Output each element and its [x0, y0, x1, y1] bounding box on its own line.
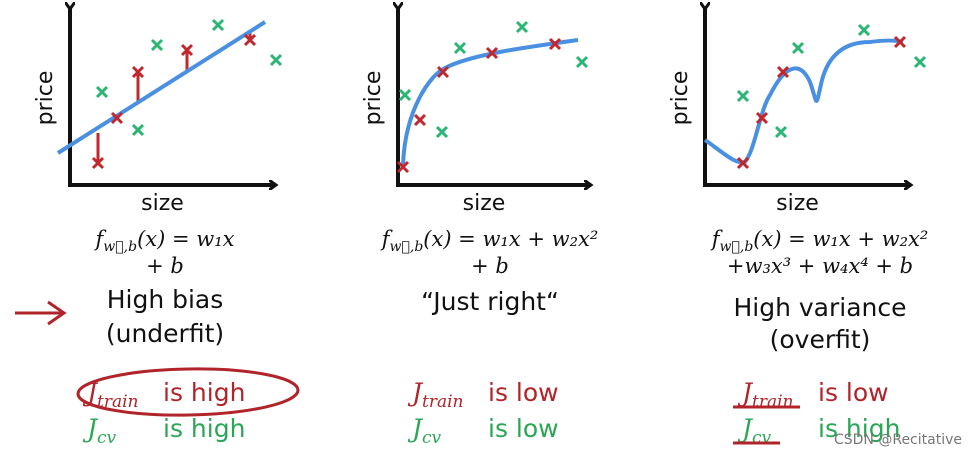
y-axis-label: price [33, 71, 58, 126]
cross-marker [791, 41, 805, 55]
watermark: CSDN @Recitative [834, 432, 962, 448]
highlight-ellipse [76, 367, 300, 417]
fit-curve [401, 38, 579, 166]
axes [70, 8, 275, 185]
pointer-arrow [15, 300, 67, 326]
formula-rest: +w₃x³ + w₄x⁴ + b [727, 254, 913, 278]
j-symbol: J [737, 378, 754, 407]
j-verdict: is high [163, 378, 245, 407]
cross-marker [774, 125, 788, 139]
axes [398, 8, 590, 185]
j-train-line: Jtrain is low [407, 378, 559, 412]
formula-line: +w₃x³ + w₄x⁴ + b [727, 254, 913, 278]
cross-marker [515, 20, 529, 34]
cross-marker [548, 37, 562, 51]
verdict: High variance [733, 293, 906, 322]
j-subscript: train [422, 392, 463, 412]
x-axis-label: size [141, 191, 184, 216]
formula-sub: w⃗,b [389, 239, 423, 255]
plots [56, 8, 927, 185]
fit-curve [703, 38, 904, 165]
cross-marker [131, 65, 145, 79]
formula-sub: w⃗,b [103, 239, 137, 255]
cross-marker [95, 85, 109, 99]
cross-marker [436, 65, 450, 79]
j-subscript: cv [97, 428, 117, 448]
cross-marker [211, 18, 225, 32]
formula-f: f [94, 227, 107, 251]
formula-line: fw⃗,b(x) = w₁x [94, 227, 235, 255]
j-verdict: is low [818, 378, 889, 407]
formula-rest: (x) = w₁x [137, 227, 235, 251]
formula-f: f [710, 227, 723, 251]
cross-marker [736, 156, 750, 170]
formula-line: fw⃗,b(x) = w₁x + w₂x² [710, 227, 929, 255]
formula-line: fw⃗,b(x) = w₁x + w₂x² [380, 227, 599, 255]
formula-rest: (x) = w₁x + w₂x² [423, 227, 598, 251]
cross-marker [150, 38, 164, 52]
y-axis-label: price [361, 71, 386, 126]
j-symbol: J [407, 414, 424, 443]
formula-rest: (x) = w₁x + w₂x² [753, 227, 928, 251]
formula-rest: + b [146, 254, 184, 278]
j-verdict: is high [163, 414, 245, 443]
cross-marker [893, 35, 907, 49]
fit-curve [56, 20, 267, 155]
j-cv-line: Jcv is low [407, 414, 559, 448]
cross-marker [736, 89, 750, 103]
j-subscript: cv [752, 428, 772, 448]
cross-marker [243, 33, 257, 47]
cross-marker [453, 41, 467, 55]
j-train-line: Jtrain is high [82, 378, 245, 412]
j-subscript: train [752, 392, 793, 412]
x-axis-label: size [463, 191, 506, 216]
j-verdict: is low [488, 378, 559, 407]
j-verdict: is low [488, 414, 559, 443]
y-axis-label: price [668, 71, 693, 126]
formula-rest: + b [471, 254, 509, 278]
j-cv-line: Jcv is high [82, 414, 245, 448]
formula-line: + b [146, 254, 184, 278]
cross-marker [269, 53, 283, 67]
cross-marker [413, 113, 427, 127]
cross-marker [575, 55, 589, 69]
formula-line: + b [471, 254, 509, 278]
j-symbol: J [737, 414, 754, 443]
cross-marker [755, 111, 769, 125]
error-segments [96, 33, 252, 163]
cross-marker [180, 43, 194, 57]
axes [705, 8, 910, 185]
verdict: (overfit) [770, 325, 871, 354]
cross-marker [398, 88, 412, 102]
verdict: High bias [107, 285, 224, 314]
j-verdict: is high [818, 414, 900, 443]
formula-f: f [380, 227, 393, 251]
cross-marker [776, 65, 790, 79]
cross-marker [396, 160, 410, 174]
x-axis-label: size [776, 191, 819, 216]
cross-marker [435, 125, 449, 139]
cross-marker [110, 111, 124, 125]
j-subscript: cv [422, 428, 442, 448]
j-symbol: J [407, 378, 424, 407]
cross-marker [857, 23, 871, 37]
verdict: (underfit) [106, 319, 224, 348]
cross-marker [91, 156, 105, 170]
formula-sub: w⃗,b [719, 239, 753, 255]
cross-marker [485, 46, 499, 60]
underline [733, 405, 800, 445]
verdict: “Just right“ [421, 287, 559, 316]
cross-marker [131, 123, 145, 137]
j-subscript: train [97, 392, 138, 412]
cross-marker [913, 55, 927, 69]
j-symbol: J [82, 414, 99, 443]
